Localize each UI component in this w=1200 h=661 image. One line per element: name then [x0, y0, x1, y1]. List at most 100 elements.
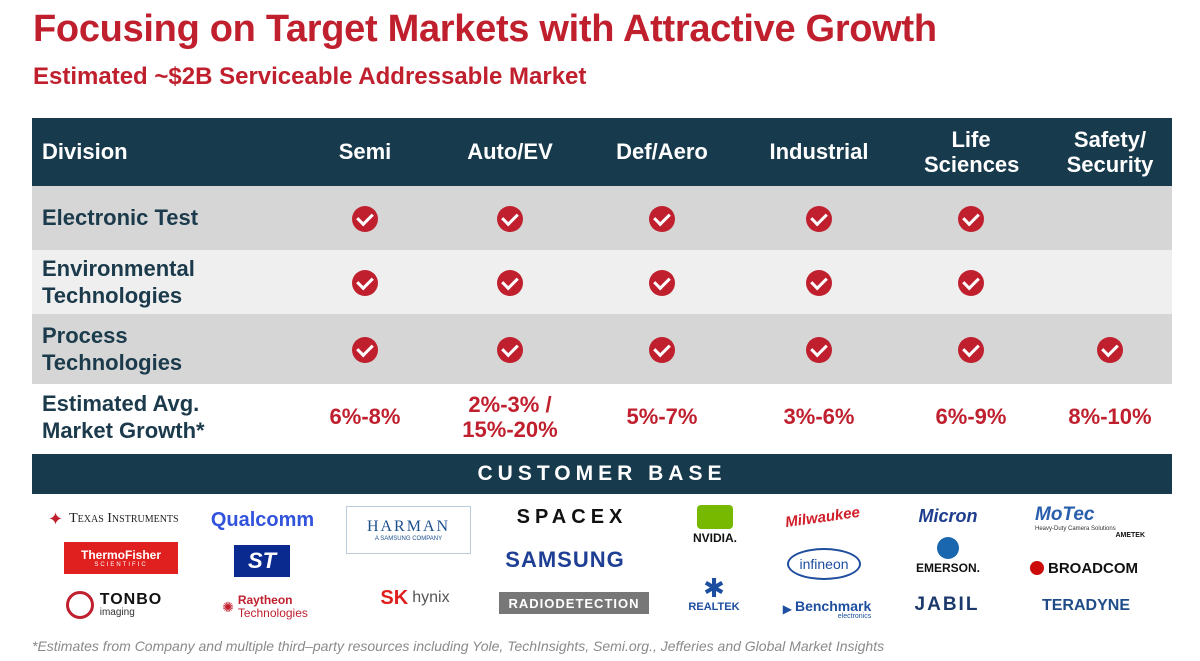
row-division-label: Electronic Test [42, 205, 199, 231]
checkmark-icon [497, 205, 523, 232]
harman-name: HARMAN [366, 518, 451, 535]
header-def-aero: Def/Aero [616, 139, 708, 165]
nvidia-logo: NVIDIA. [685, 503, 745, 547]
customer-base-header: CUSTOMER BASE [32, 454, 1172, 494]
growth-value-semi: 6%-8% [329, 404, 401, 430]
nvidia-eye-icon [697, 505, 733, 529]
broadcom-logo: BROADCOM [1026, 554, 1142, 582]
checkmark-icon [806, 269, 832, 296]
teradyne-logo: TERADYNE [1041, 597, 1130, 614]
growth-value-industrial: 3%-6% [783, 404, 855, 430]
growth-value-life-sciences: 6%-9% [935, 404, 1007, 430]
raytheon-text: Raytheon Technologies [238, 594, 308, 619]
checkmark-icon [649, 205, 675, 232]
benchmark-name: Benchmark [794, 597, 872, 614]
emerson-name: EMERSON. [915, 561, 980, 575]
broadcom-icon [1030, 561, 1044, 575]
header-life-sciences: Life Sciences [924, 126, 1020, 177]
harman-tagline: A SAMSUNG COMPANY [374, 536, 443, 542]
check-cell [894, 204, 1048, 232]
table-header: Division Semi Auto/EV Def/Aero Industria… [32, 118, 1172, 186]
check-cell [440, 204, 580, 232]
check-cell [440, 335, 580, 363]
checkmark-icon [352, 336, 378, 363]
texas-instruments-name: Texas Instruments [69, 511, 179, 526]
checkmark-icon [806, 205, 832, 232]
check-cell [1048, 335, 1172, 363]
page-title: Focusing on Target Markets with Attracti… [33, 8, 937, 50]
checkmark-icon [1097, 336, 1123, 363]
check-cell [744, 335, 894, 363]
checkmark-icon [649, 269, 675, 296]
header-safety-security: Safety/ Security [1066, 126, 1154, 177]
realtek-name: REALTEK [688, 601, 740, 613]
samsung-logo: SAMSUNG [505, 547, 625, 572]
check-cell [290, 335, 440, 363]
sk-hynix-name: hynix [412, 589, 450, 606]
check-cell [580, 335, 744, 363]
markets-table: Division Semi Auto/EV Def/Aero Industria… [32, 118, 1172, 450]
check-cell [580, 268, 744, 296]
check-cell [894, 335, 1048, 363]
checkmark-icon [958, 336, 984, 363]
tonbo-text: TONBO imaging [100, 592, 162, 618]
checkmark-icon [649, 336, 675, 363]
realtek-crab-icon: ✱ [703, 573, 725, 603]
benchmark-logo: ▶ Benchmark electronics [776, 592, 878, 626]
motec-name: MoTec [1035, 503, 1095, 525]
spacex-logo: SPACEX [516, 505, 628, 528]
ametek-name: AMETEK [1115, 531, 1145, 539]
benchmark-tagline: electronics [837, 612, 872, 620]
jabil-logo: JABIL [914, 594, 980, 615]
checkmark-icon [958, 269, 984, 296]
tonbo-name: TONBO [99, 591, 163, 608]
header-industrial: Industrial [769, 139, 869, 165]
header-semi: Semi [338, 139, 392, 165]
page-subtitle: Estimated ~$2B Serviceable Addressable M… [33, 63, 587, 90]
table-row: Environmental Technologies [32, 250, 1172, 314]
checkmark-icon [352, 269, 378, 296]
realtek-logo: ✱ REALTEK [684, 566, 744, 622]
thermo-fisher-logo: ThermoFisher SCIENTIFIC [64, 542, 178, 574]
thermo-fisher-name: ThermoFisher [80, 548, 161, 562]
check-cell [744, 204, 894, 232]
row-division-label: Process Technologies [42, 322, 183, 376]
check-cell [894, 268, 1048, 296]
check-cell [440, 268, 580, 296]
growth-row: Estimated Avg. Market Growth* 6%-8% 2%-3… [32, 384, 1172, 450]
sk-hynix-logo: SK hynix [370, 576, 460, 620]
micron-logo: Micron [918, 505, 978, 526]
sk-hynix-sk: SK [380, 586, 409, 609]
checkmark-icon [958, 205, 984, 232]
tonbo-logo: TONBO imaging [54, 588, 174, 622]
radiodetection-logo: RADIODETECTION [499, 592, 649, 614]
motec-logo: MoTec Heavy-Duty Camera Solutions AMETEK [1035, 501, 1145, 541]
check-cell [580, 204, 744, 232]
header-auto-ev: Auto/EV [467, 139, 553, 165]
header-division: Division [42, 139, 128, 165]
growth-value-def-aero: 5%-7% [626, 404, 698, 430]
raytheon-icon: ✺ [222, 598, 234, 615]
check-cell [290, 204, 440, 232]
emerson-icon [937, 537, 959, 559]
checkmark-icon [352, 205, 378, 232]
raytheon-tagline: Technologies [237, 606, 308, 620]
milwaukee-logo: Milwaukee [784, 503, 861, 531]
texas-state-icon: ✦ [48, 508, 64, 529]
tonbo-tagline: imaging [99, 607, 135, 618]
growth-value-auto-ev: 2%-3% / 15%-20% [462, 391, 558, 442]
texas-instruments-logo: ✦ Texas Instruments [48, 505, 196, 533]
table-row: Electronic Test [32, 186, 1172, 250]
table-row: Process Technologies [32, 314, 1172, 384]
benchmark-text: Benchmark electronics [795, 599, 871, 620]
checkmark-icon [497, 336, 523, 363]
emerson-logo: EMERSON. [899, 531, 997, 581]
footnote: *Estimates from Company and multiple thi… [32, 638, 885, 654]
motec-tagline: Heavy-Duty Camera Solutions [1035, 525, 1116, 532]
st-logo: ST [234, 545, 290, 577]
raytheon-name: Raytheon [237, 593, 293, 608]
check-cell [290, 268, 440, 296]
row-division-label: Environmental Technologies [42, 255, 195, 309]
growth-value-safety-security: 8%-10% [1068, 404, 1152, 430]
growth-label: Estimated Avg. Market Growth* [42, 390, 205, 444]
